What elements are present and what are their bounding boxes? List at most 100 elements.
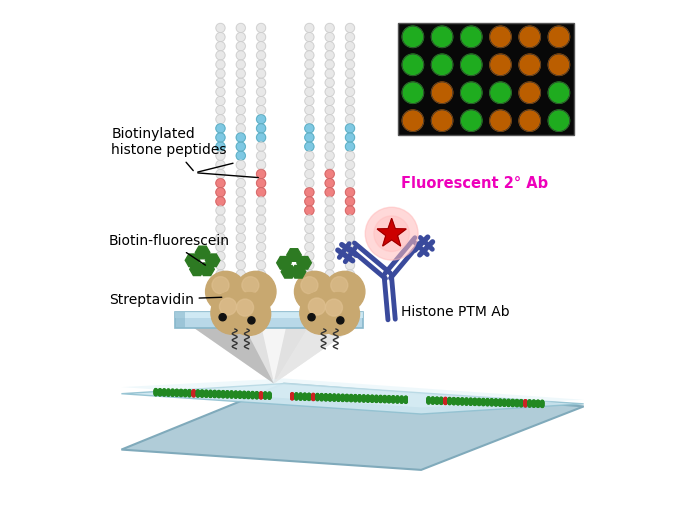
Circle shape [486,402,489,404]
Circle shape [248,317,255,324]
Circle shape [216,233,225,242]
Circle shape [299,393,302,396]
Circle shape [541,403,544,405]
Circle shape [307,396,310,399]
Circle shape [295,393,298,396]
Circle shape [524,400,527,403]
Circle shape [243,395,246,397]
Circle shape [236,206,246,215]
Circle shape [316,394,318,397]
Circle shape [218,395,220,398]
Circle shape [456,399,459,401]
Circle shape [337,398,340,401]
Circle shape [201,393,204,396]
Circle shape [358,395,361,398]
Circle shape [528,401,531,404]
Circle shape [304,251,314,261]
Circle shape [307,397,310,399]
Circle shape [537,401,540,404]
Circle shape [342,397,344,399]
Circle shape [325,42,335,51]
Circle shape [379,398,382,401]
Circle shape [405,397,407,400]
Circle shape [216,197,225,206]
Circle shape [236,224,246,233]
Circle shape [325,197,335,206]
Circle shape [260,396,262,399]
Circle shape [477,400,480,403]
Circle shape [400,396,403,399]
Polygon shape [190,325,358,384]
Circle shape [256,224,266,233]
Circle shape [427,397,430,400]
Circle shape [537,402,540,405]
Circle shape [469,400,472,403]
Circle shape [337,396,340,399]
Circle shape [226,395,229,397]
Circle shape [256,288,266,297]
Circle shape [337,397,340,400]
Circle shape [290,394,293,397]
Circle shape [256,60,266,69]
Circle shape [239,394,241,397]
Circle shape [524,402,527,405]
Circle shape [216,51,225,60]
Circle shape [236,178,246,187]
Circle shape [511,400,514,402]
Circle shape [379,399,382,402]
Circle shape [448,399,451,402]
Circle shape [345,115,355,124]
Circle shape [197,394,199,397]
Circle shape [325,51,335,60]
Circle shape [371,396,374,399]
Circle shape [515,404,519,407]
Circle shape [219,298,237,315]
Circle shape [537,404,540,407]
Circle shape [375,396,378,398]
Circle shape [524,400,527,402]
Circle shape [431,401,434,403]
Circle shape [498,400,502,403]
Circle shape [332,397,336,400]
Circle shape [541,404,544,406]
Circle shape [247,392,250,395]
Circle shape [324,394,328,397]
Circle shape [256,69,266,78]
Circle shape [216,187,225,197]
Circle shape [176,390,178,393]
Circle shape [163,389,166,392]
Circle shape [396,397,399,399]
Circle shape [239,392,241,395]
Circle shape [226,395,229,398]
Circle shape [515,402,519,405]
Circle shape [328,394,332,397]
Circle shape [503,403,506,406]
Circle shape [268,395,271,398]
Circle shape [444,401,447,404]
Circle shape [469,402,472,405]
Circle shape [256,87,266,97]
Circle shape [388,400,391,402]
Circle shape [256,395,258,398]
Circle shape [201,394,204,397]
Circle shape [325,233,335,242]
Circle shape [201,392,204,395]
Circle shape [384,399,386,402]
Circle shape [236,133,246,142]
Circle shape [205,391,208,394]
Circle shape [184,393,187,395]
Circle shape [307,397,310,400]
Circle shape [325,115,335,124]
Circle shape [197,391,199,394]
Circle shape [511,401,514,403]
Circle shape [358,398,361,401]
Circle shape [465,398,468,401]
Circle shape [367,396,370,399]
Circle shape [264,394,267,397]
Circle shape [328,398,332,400]
Circle shape [498,402,502,404]
Circle shape [444,397,447,400]
Circle shape [307,394,310,397]
Circle shape [303,397,306,400]
Circle shape [511,404,514,406]
